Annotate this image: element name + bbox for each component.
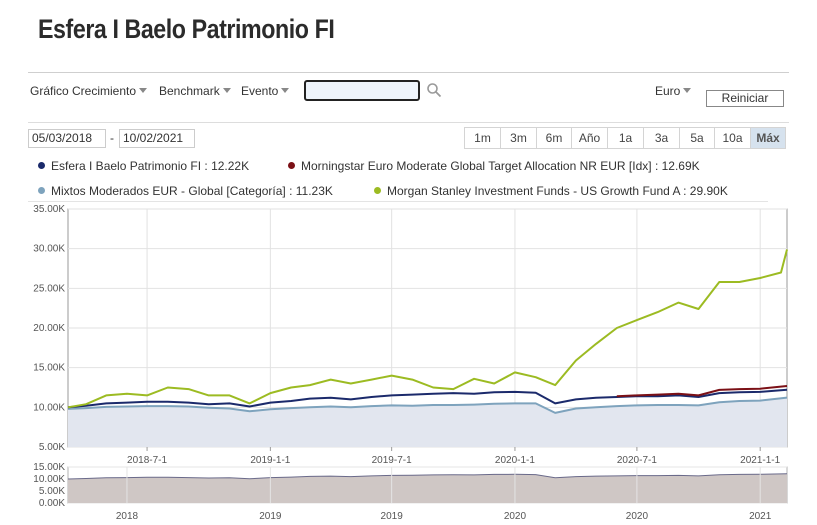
y-tick-label: 25.00K	[33, 283, 65, 294]
legend-marker	[38, 162, 45, 169]
navigator-y-label: 0.00K	[39, 498, 65, 509]
navigator-y-label: 15.00K	[33, 462, 65, 473]
navigator-y-label: 5.00K	[39, 486, 65, 497]
range-max-button[interactable]: Máx	[750, 127, 786, 149]
event-menu-label: Evento	[241, 84, 279, 98]
x-tick-label: 2018-7-1	[127, 455, 167, 466]
page-title: Esfera I Baelo Patrimonio FI	[38, 14, 335, 44]
navigator-x-label: 2019	[259, 511, 282, 522]
date-separator: -	[110, 131, 114, 145]
end-date-field[interactable]: 10/02/2021	[119, 129, 195, 148]
x-tick-label: 2019-7-1	[372, 455, 412, 466]
x-tick-label: 2021-1-1	[740, 455, 780, 466]
navigator-x-label: 2018	[116, 511, 139, 522]
range-1a-button[interactable]: 1a	[607, 127, 644, 149]
start-date-field[interactable]: 05/03/2018	[28, 129, 106, 148]
y-tick-label: 30.00K	[33, 244, 65, 255]
legend-marker	[38, 187, 45, 194]
navigator-y-label: 10.00K	[33, 474, 65, 485]
reset-button[interactable]: Reiniciar	[706, 90, 784, 107]
navigator-x-label: 2021	[749, 511, 772, 522]
range-1m-button[interactable]: 1m	[464, 127, 501, 149]
series-line	[67, 396, 788, 414]
y-tick-label: 20.00K	[33, 323, 65, 334]
navigator-x-label: 2020	[504, 511, 527, 522]
series-line	[67, 249, 788, 409]
series-line	[616, 385, 788, 398]
y-tick-label: 5.00K	[39, 442, 65, 453]
currency-menu[interactable]: Euro	[655, 84, 692, 98]
legend-item-morningstar[interactable]: Morningstar Euro Moderate Global Target …	[288, 159, 700, 173]
legend-marker	[288, 162, 295, 169]
range-selector: 1m 3m 6m Año 1a 3a 5a 10a Máx	[464, 127, 786, 149]
search-icon[interactable]	[426, 82, 442, 98]
legend-item-mixtos[interactable]: Mixtos Moderados EUR - Global [Categoría…	[38, 184, 333, 198]
header-divider	[28, 72, 789, 73]
series-line	[67, 388, 788, 409]
navigator-x-label: 2019	[381, 511, 404, 522]
growth-chart-menu-label: Gráfico Crecimiento	[30, 84, 137, 98]
search-input[interactable]	[304, 80, 420, 101]
legend-item-esfera[interactable]: Esfera I Baelo Patrimonio FI : 12.22K	[38, 159, 249, 173]
legend-label: Morningstar Euro Moderate Global Target …	[301, 159, 700, 173]
range-year-button[interactable]: Año	[571, 127, 608, 149]
toolbar-divider	[28, 122, 789, 123]
chevron-down-icon	[139, 88, 148, 93]
navigator-line	[67, 473, 788, 480]
y-tick-label: 35.00K	[33, 204, 65, 215]
chevron-down-icon	[281, 88, 290, 93]
legend-item-morgan-stanley[interactable]: Morgan Stanley Investment Funds - US Gro…	[374, 184, 728, 198]
x-tick-label: 2020-7-1	[617, 455, 657, 466]
y-tick-label: 10.00K	[33, 402, 65, 413]
event-menu[interactable]: Evento	[241, 84, 290, 98]
chart-toolbar: Gráfico Crecimiento Benchmark Evento Eur…	[30, 80, 787, 107]
currency-menu-label: Euro	[655, 84, 681, 98]
series-area	[68, 397, 787, 447]
range-3m-button[interactable]: 3m	[500, 127, 537, 149]
chevron-down-icon	[683, 88, 692, 93]
benchmark-menu[interactable]: Benchmark	[159, 84, 231, 98]
x-tick-label: 2020-1-1	[495, 455, 535, 466]
range-3a-button[interactable]: 3a	[643, 127, 680, 149]
legend-label: Esfera I Baelo Patrimonio FI : 12.22K	[51, 159, 250, 173]
chevron-down-icon	[222, 88, 231, 93]
navigator-x-label: 2020	[626, 511, 649, 522]
growth-chart-menu[interactable]: Gráfico Crecimiento	[30, 84, 148, 98]
legend-label: Morgan Stanley Investment Funds - US Gro…	[387, 184, 728, 198]
legend-label: Mixtos Moderados EUR - Global [Categoría…	[51, 184, 333, 198]
legend-divider	[28, 201, 768, 202]
navigator-fill	[68, 473, 787, 503]
x-tick-label: 2019-1-1	[250, 455, 290, 466]
range-10a-button[interactable]: 10a	[714, 127, 751, 149]
benchmark-menu-label: Benchmark	[159, 84, 220, 98]
y-tick-label: 15.00K	[33, 363, 65, 374]
legend-marker	[374, 187, 381, 194]
range-6m-button[interactable]: 6m	[536, 127, 572, 149]
